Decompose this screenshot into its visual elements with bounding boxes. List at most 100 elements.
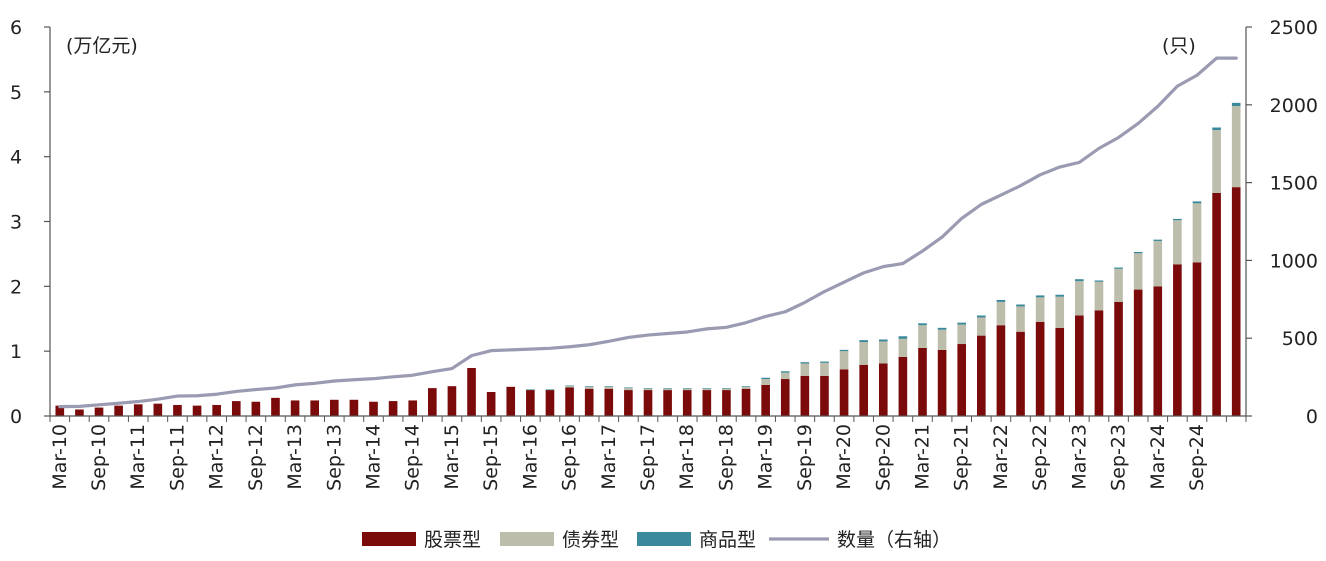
bar-series-1-point-29 <box>624 388 633 391</box>
bar-series-0-point-11 <box>271 397 280 416</box>
right-tick-label: 1000 <box>1270 250 1318 272</box>
bar-series-0-point-43 <box>898 357 908 416</box>
bar-series-0-point-37 <box>780 379 790 416</box>
x-tick-label: Sep-16 <box>559 424 581 491</box>
bar-series-0-point-4 <box>133 404 143 416</box>
legend-swatch-0 <box>362 532 416 546</box>
right-tick-label: 1500 <box>1270 173 1318 195</box>
bar-series-1-point-57 <box>1173 220 1182 265</box>
bar-series-0-point-40 <box>839 369 849 416</box>
bar-series-1-point-55 <box>1133 253 1143 290</box>
bar-series-1-point-58 <box>1192 203 1202 263</box>
bar-series-0-point-50 <box>1035 321 1045 416</box>
bar-series-0-point-0 <box>55 405 65 416</box>
bar-series-2-point-44 <box>918 323 927 326</box>
bar-series-0-point-22 <box>486 392 496 416</box>
x-tick-label: Mar-14 <box>363 424 385 490</box>
bar-series-2-point-34 <box>722 388 731 389</box>
bar-series-0-point-45 <box>937 349 947 416</box>
bar-series-1-point-51 <box>1055 296 1065 328</box>
bar-series-2-point-24 <box>526 389 535 391</box>
bar-series-0-point-5 <box>153 403 163 416</box>
x-tick-label: Sep-20 <box>872 424 894 491</box>
bar-series-0-point-36 <box>761 384 770 416</box>
left-tick-label: 2 <box>10 276 22 298</box>
bar-series-0-point-47 <box>977 335 986 416</box>
bar-series-0-point-31 <box>663 390 672 416</box>
bar-series-0-point-2 <box>94 407 104 416</box>
bar-series-1-point-47 <box>977 317 986 336</box>
left-tick-label: 0 <box>10 406 22 428</box>
bar-series-1-point-44 <box>918 325 927 348</box>
count-line <box>58 56 1238 409</box>
bar-series-0-point-42 <box>878 363 888 416</box>
bar-series-0-point-9 <box>231 401 241 416</box>
bar-series-0-point-23 <box>506 386 516 416</box>
bar-series-1-point-46 <box>957 324 967 345</box>
bar-series-2-point-32 <box>682 388 692 389</box>
bar-series-0-point-38 <box>800 375 810 416</box>
x-tick-label: Sep-24 <box>1186 424 1208 491</box>
legend-label-0: 股票型 <box>424 529 481 551</box>
bar-series-0-point-19 <box>428 388 437 416</box>
bar-series-1-point-54 <box>1114 268 1123 302</box>
bar-series-2-point-46 <box>957 322 967 325</box>
bar-layer <box>55 102 1241 416</box>
x-tick-label: Sep-21 <box>951 424 973 491</box>
bar-series-2-point-38 <box>800 362 810 364</box>
bar-series-1-point-48 <box>996 301 1006 326</box>
axes <box>49 27 1247 417</box>
bar-series-1-point-37 <box>780 372 790 380</box>
bar-series-0-point-59 <box>1212 192 1221 416</box>
bar-series-1-point-28 <box>604 386 614 389</box>
bar-series-2-point-41 <box>859 340 868 343</box>
bar-series-0-point-55 <box>1133 289 1143 416</box>
left-tick-label: 5 <box>10 82 22 104</box>
x-tick-label: Sep-14 <box>402 424 424 491</box>
left-tick-label: 3 <box>10 212 22 234</box>
x-tick-label: Mar-11 <box>127 424 149 490</box>
bar-series-0-point-28 <box>604 388 614 416</box>
right-tick-label: 2000 <box>1270 95 1318 117</box>
x-tick-label: Mar-18 <box>676 424 698 490</box>
bar-series-0-point-44 <box>918 347 927 416</box>
right-tick-label: 2500 <box>1270 17 1318 39</box>
bar-series-1-point-56 <box>1153 240 1163 287</box>
bar-series-1-point-50 <box>1035 297 1045 322</box>
bar-series-0-point-26 <box>565 387 574 416</box>
bar-series-1-point-34 <box>722 388 731 391</box>
bar-series-0-point-46 <box>957 344 967 416</box>
line-layer <box>58 56 1238 409</box>
x-tick-label: Mar-13 <box>284 424 306 490</box>
x-tick-label: Mar-20 <box>833 424 855 490</box>
bar-series-0-point-16 <box>369 401 378 416</box>
x-tick-label: Mar-12 <box>206 424 228 490</box>
bar-series-2-point-57 <box>1173 218 1182 221</box>
bar-series-1-point-59 <box>1212 130 1221 193</box>
bar-series-2-point-49 <box>1016 304 1025 307</box>
bar-series-1-point-33 <box>702 388 712 391</box>
legend-swatch-1 <box>500 532 554 546</box>
bar-series-0-point-7 <box>192 405 202 416</box>
x-tick-label: Mar-10 <box>49 424 71 490</box>
bar-series-0-point-39 <box>820 375 829 416</box>
bar-series-0-point-56 <box>1153 286 1163 416</box>
x-tick-label: Sep-11 <box>166 424 188 491</box>
bar-series-0-point-35 <box>741 388 751 416</box>
bar-series-2-point-42 <box>878 339 888 342</box>
bar-series-0-point-41 <box>859 364 868 416</box>
bar-series-2-point-60 <box>1231 102 1241 107</box>
x-tick-label: Sep-13 <box>323 424 345 491</box>
left-tick-label: 4 <box>10 147 22 169</box>
bar-series-0-point-54 <box>1114 301 1123 416</box>
bar-series-1-point-42 <box>878 341 888 364</box>
bar-series-2-point-35 <box>741 386 751 387</box>
left-tick-label: 1 <box>10 341 22 363</box>
left-axis-ticks: 0 1 2 3 4 5 6 <box>10 17 50 428</box>
bar-series-2-point-53 <box>1094 280 1104 282</box>
bar-series-2-point-27 <box>584 386 594 387</box>
bar-series-2-point-48 <box>996 299 1006 302</box>
bar-series-0-point-53 <box>1094 310 1104 416</box>
bar-series-2-point-56 <box>1153 239 1163 241</box>
